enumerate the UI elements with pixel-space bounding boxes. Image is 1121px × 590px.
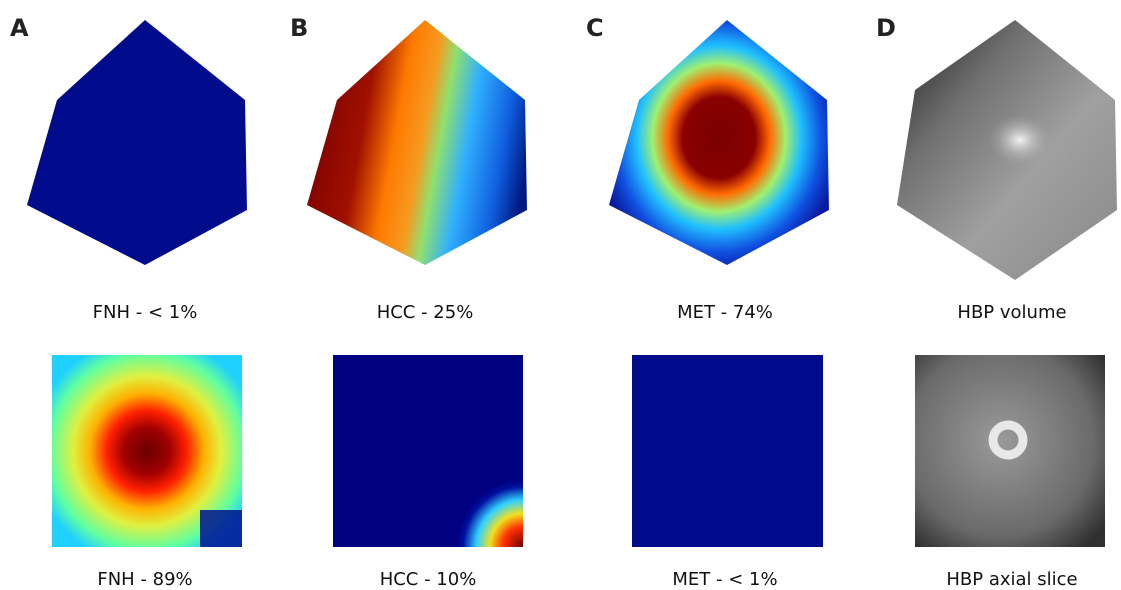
panel-label: D	[876, 14, 896, 42]
caption: HCC - 25%	[377, 302, 474, 323]
caption: MET - 74%	[677, 302, 773, 323]
hexagon-heatmap	[307, 20, 527, 265]
hexagon-heatmap	[609, 20, 829, 265]
heatmap-patch	[200, 510, 242, 547]
square-heatmap	[632, 355, 823, 547]
panel-label: C	[586, 14, 604, 42]
caption: FNH - < 1%	[93, 302, 198, 323]
caption: FNH - 89%	[97, 569, 192, 590]
square-heatmap	[333, 355, 523, 547]
caption: MET - < 1%	[672, 569, 777, 590]
caption: HBP volume	[957, 302, 1066, 323]
caption: HCC - 10%	[380, 569, 477, 590]
hexagon-heatmap	[27, 20, 247, 265]
panel-label: A	[10, 14, 29, 42]
panel-label: B	[290, 14, 308, 42]
figure: A FNH - < 1% FNH - 89% B HCC - 25% HCC -…	[0, 0, 1121, 590]
caption: HBP axial slice	[946, 569, 1077, 590]
bright-lesion	[988, 114, 1052, 166]
